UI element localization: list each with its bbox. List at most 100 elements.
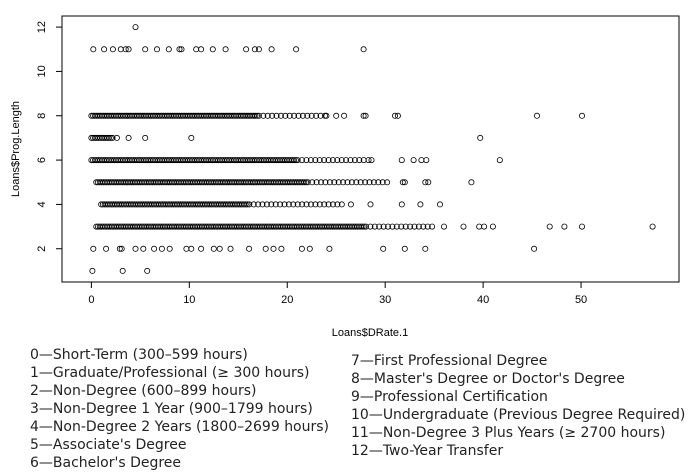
data-point	[344, 179, 351, 186]
data-point	[109, 134, 116, 141]
data-point	[321, 201, 328, 208]
data-point	[125, 46, 132, 53]
data-point	[303, 179, 310, 186]
data-point	[422, 245, 429, 252]
data-point	[291, 112, 298, 119]
data-point	[365, 157, 372, 164]
data-point	[307, 201, 314, 208]
data-point	[649, 223, 656, 230]
data-point	[118, 245, 125, 252]
data-point	[379, 179, 386, 186]
data-point	[303, 201, 310, 208]
data-point	[340, 179, 347, 186]
data-point	[326, 245, 333, 252]
data-point	[193, 46, 200, 53]
data-point	[255, 112, 262, 119]
x-axis: 0 10 20 30 40 50	[88, 281, 587, 306]
data-point	[263, 201, 270, 208]
legend-item: 6—Bachelor's Degree	[30, 455, 182, 471]
data-point	[326, 179, 333, 186]
data-point	[391, 112, 398, 119]
data-point	[366, 179, 373, 186]
data-point	[429, 223, 436, 230]
data-point	[468, 179, 475, 186]
x-tick-label: 50	[575, 294, 587, 306]
data-point	[360, 112, 367, 119]
data-point	[252, 112, 259, 119]
data-point	[255, 201, 262, 208]
data-point	[316, 201, 323, 208]
data-point	[294, 201, 301, 208]
data-point	[362, 223, 369, 230]
data-point	[393, 223, 400, 230]
legend-item: 5—Associate's Degree	[30, 437, 187, 453]
data-point	[561, 223, 568, 230]
data-point	[418, 157, 425, 164]
data-point	[260, 112, 267, 119]
data-point	[357, 179, 364, 186]
data-point	[158, 245, 165, 252]
legend-item: 0—Short-Term (300–599 hours)	[30, 347, 248, 363]
y-axis-label: Loans$Prog.Length	[10, 101, 22, 197]
data-point	[269, 112, 276, 119]
data-point	[299, 112, 306, 119]
data-point	[367, 223, 374, 230]
data-point	[198, 245, 205, 252]
data-point	[116, 245, 123, 252]
data-point	[410, 157, 417, 164]
data-point	[425, 179, 432, 186]
y-tick-label: 4	[36, 201, 48, 207]
legend-item: 11—Non-Degree 3 Plus Years (≥ 2700 hours…	[351, 425, 666, 441]
data-point	[348, 179, 355, 186]
data-point	[367, 201, 374, 208]
legend-item: 9—Professional Certification	[351, 389, 548, 405]
data-point	[285, 201, 292, 208]
data-point	[415, 223, 422, 230]
x-tick-label: 10	[183, 294, 195, 306]
data-points	[88, 24, 656, 274]
x-axis-label: Loans$DRate.1	[332, 327, 408, 339]
data-point	[402, 223, 409, 230]
data-point	[334, 157, 341, 164]
data-point	[89, 267, 96, 274]
data-point	[268, 46, 275, 53]
data-point	[264, 112, 271, 119]
data-point	[477, 134, 484, 141]
data-point	[384, 179, 391, 186]
data-point	[531, 245, 538, 252]
data-point	[384, 223, 391, 230]
data-point	[142, 134, 149, 141]
data-point	[188, 245, 195, 252]
data-point	[376, 223, 383, 230]
data-point	[125, 134, 132, 141]
data-point	[119, 267, 126, 274]
y-tick-label: 6	[36, 157, 48, 163]
data-point	[347, 201, 354, 208]
x-tick-label: 30	[379, 294, 391, 306]
data-point	[227, 245, 234, 252]
data-point	[380, 223, 387, 230]
data-point	[246, 245, 253, 252]
data-point	[333, 112, 340, 119]
data-point	[313, 179, 320, 186]
plot-frame	[61, 15, 680, 283]
legend-item: 8—Master's Degree or Doctor's Degree	[351, 371, 625, 387]
data-point	[299, 201, 306, 208]
data-point	[401, 245, 408, 252]
data-point	[476, 223, 483, 230]
data-point	[325, 201, 332, 208]
data-point	[303, 157, 310, 164]
data-point	[347, 157, 354, 164]
data-point	[496, 157, 503, 164]
data-point	[166, 245, 173, 252]
y-tick-label: 2	[36, 246, 48, 252]
data-point	[255, 46, 262, 53]
data-point	[325, 157, 332, 164]
data-point	[399, 179, 406, 186]
data-point	[343, 157, 350, 164]
data-point	[222, 46, 229, 53]
data-point	[375, 179, 382, 186]
data-point	[151, 245, 158, 252]
data-point	[371, 223, 378, 230]
data-point	[380, 245, 387, 252]
